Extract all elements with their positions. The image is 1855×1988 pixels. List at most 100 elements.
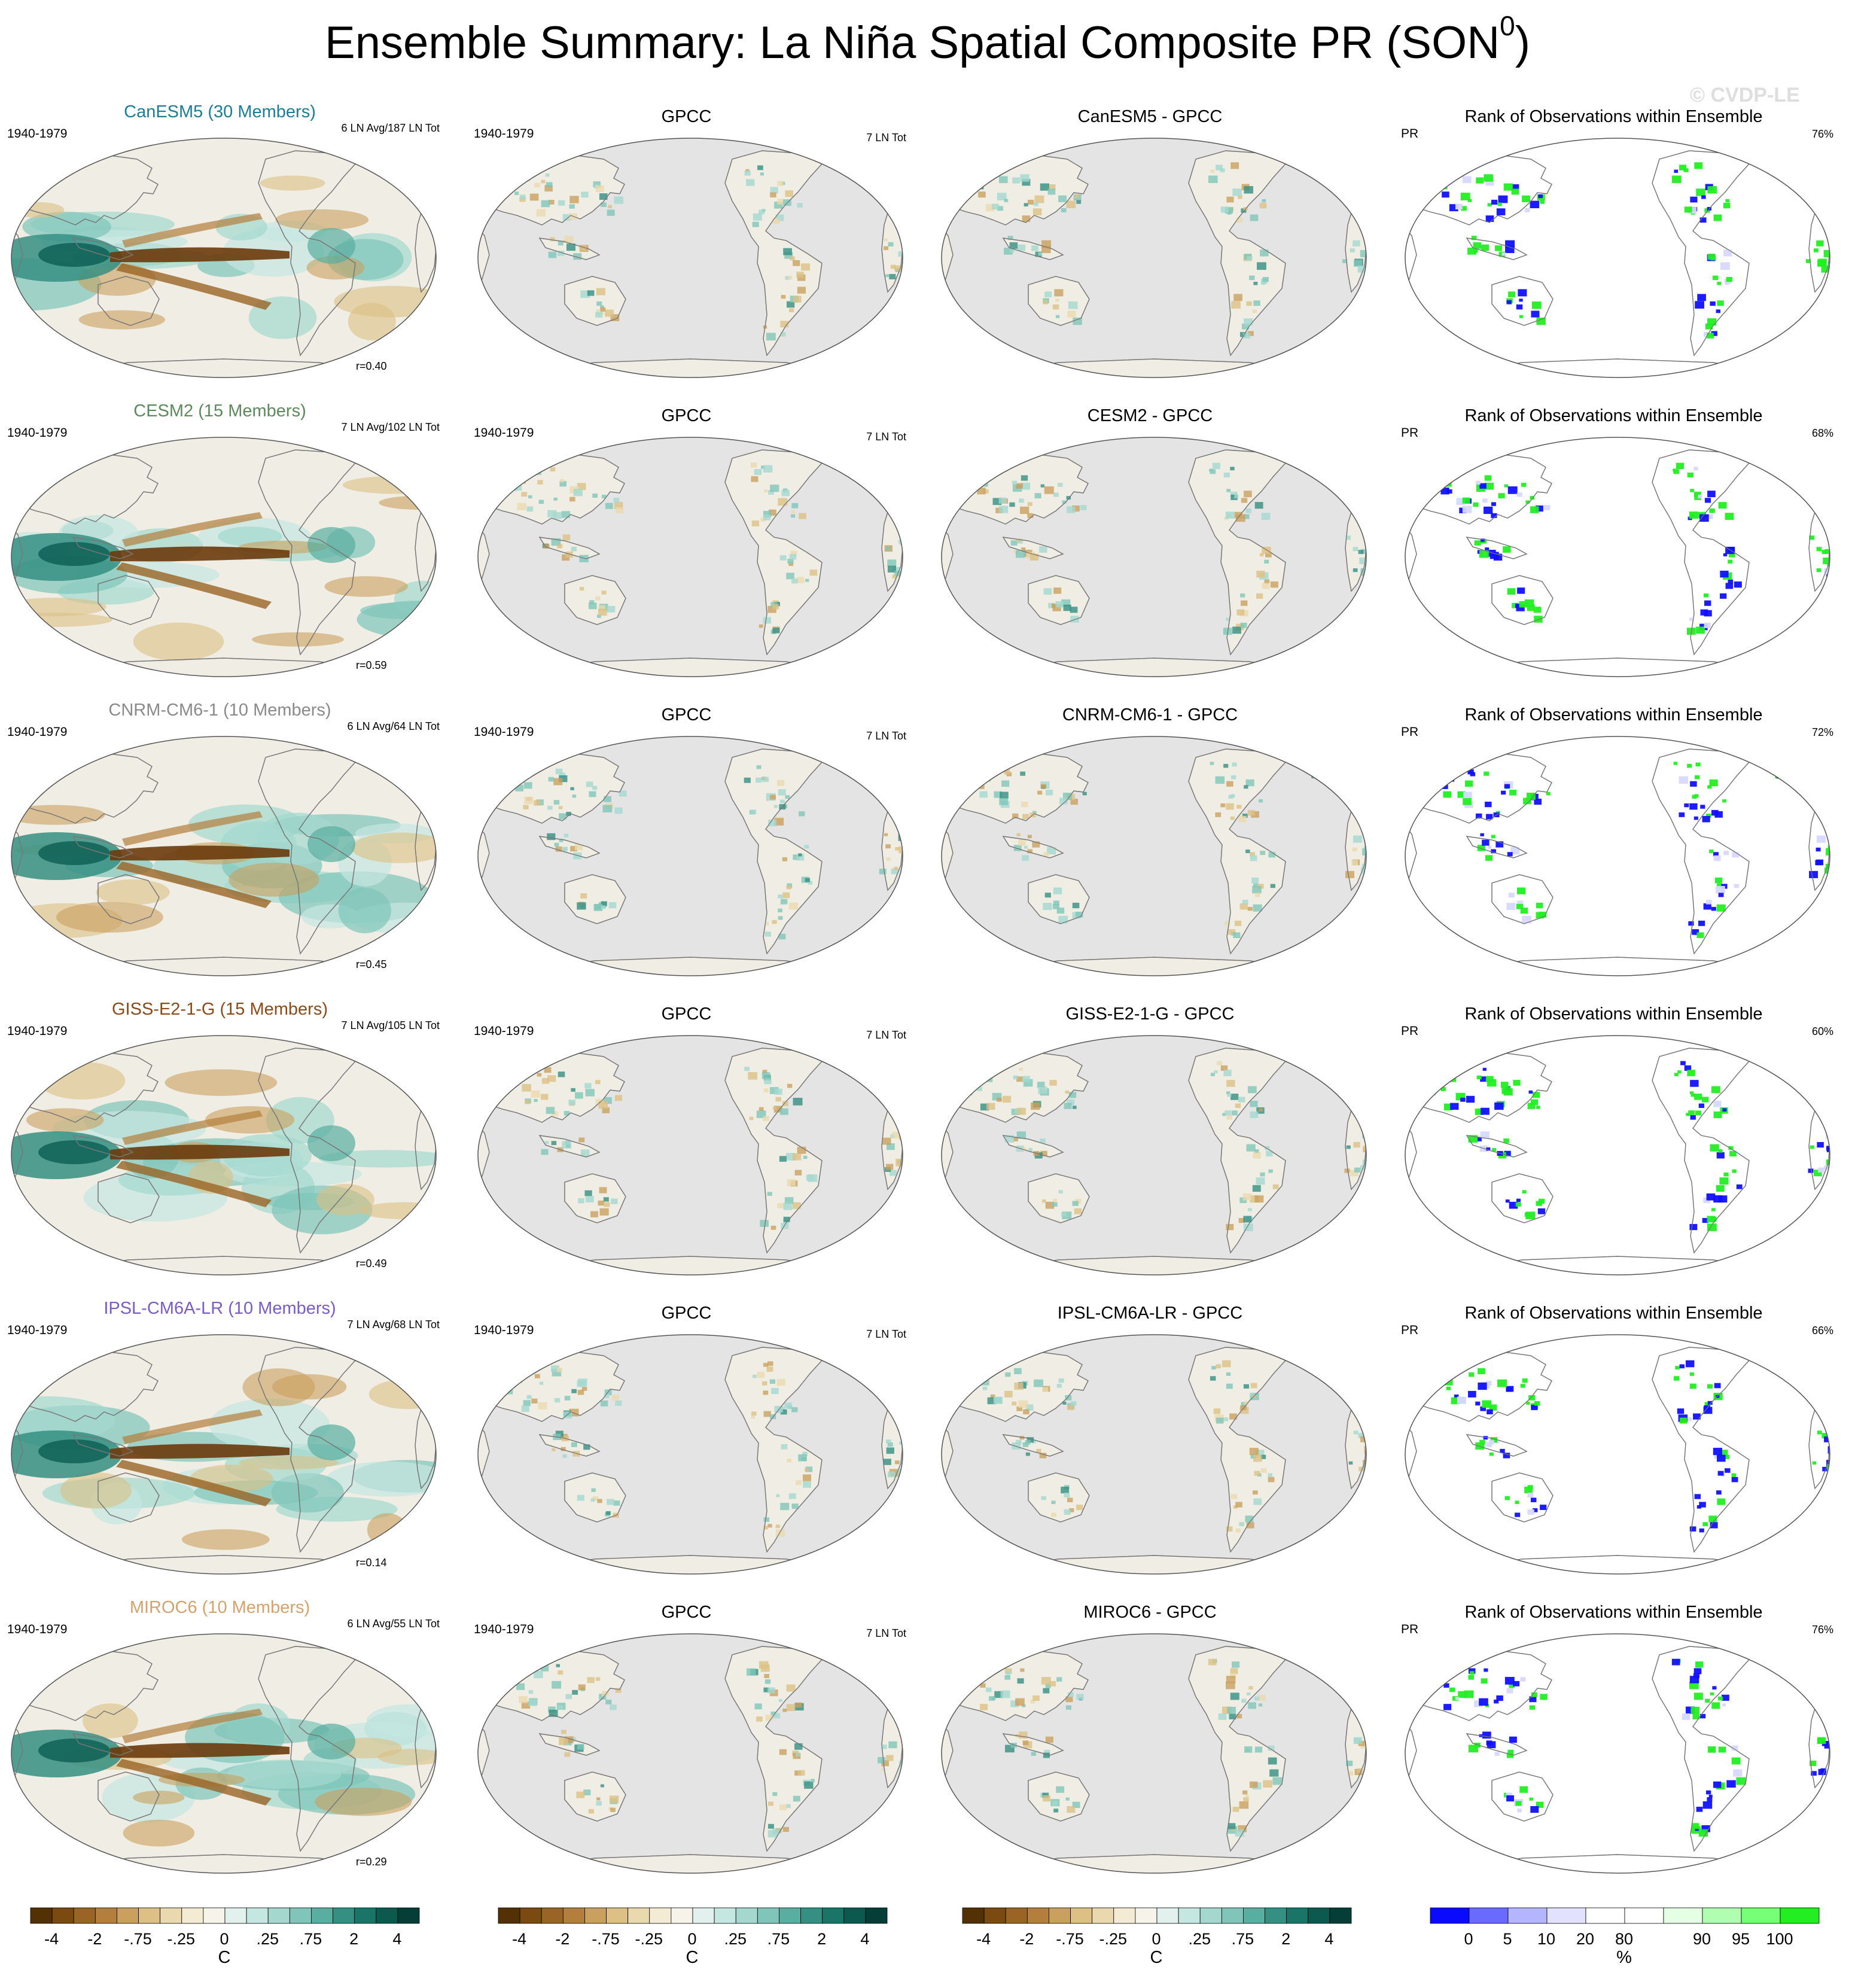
colorbar-swatch bbox=[1546, 1907, 1586, 1924]
colorbar-swatch bbox=[606, 1907, 629, 1924]
colorbar-swatch bbox=[1702, 1907, 1742, 1924]
obs-map bbox=[475, 1033, 906, 1278]
diff-map bbox=[939, 1332, 1369, 1577]
colorbar-unit: C bbox=[1150, 1948, 1163, 1967]
period-label: 1940-1979 bbox=[7, 426, 68, 440]
colorbar-tick-label: 5 bbox=[1503, 1930, 1512, 1948]
obs-title: GPCC bbox=[661, 107, 712, 126]
colorbar-tick-label: -4 bbox=[976, 1930, 991, 1948]
obs-title: GPCC bbox=[661, 1004, 712, 1024]
period-label: 1940-1979 bbox=[7, 725, 68, 739]
panel-row: MIROC6 (10 Members) 1940-1979 6 LN Avg/55 … bbox=[0, 1585, 1855, 1886]
colorbar-tick-label: -4 bbox=[512, 1930, 527, 1948]
event-count-label: 7 LN Tot bbox=[866, 1328, 906, 1340]
model-panel: IPSL-CM6A-LR (10 Members) 1940-1979 7 LN A… bbox=[0, 1286, 440, 1587]
rank-percent-label: 66% bbox=[1811, 1325, 1833, 1337]
colorbar-swatch bbox=[117, 1907, 139, 1924]
obs-map bbox=[475, 1332, 906, 1577]
rank-map bbox=[1402, 1332, 1833, 1577]
rank-percent-label: 72% bbox=[1811, 726, 1833, 738]
colorbar-swatch bbox=[800, 1907, 823, 1924]
model-panel: CNRM-CM6-1 (10 Members) 1940-1979 6 LN Avg… bbox=[0, 688, 440, 988]
event-count-label: 7 LN Tot bbox=[866, 1029, 906, 1041]
difference-title: GISS-E2-1-G - GPCC bbox=[1065, 1004, 1235, 1024]
panel-row: GISS-E2-1-G (15 Members) 1940-1979 7 LN Av… bbox=[0, 987, 1855, 1287]
rank-percent-label: 76% bbox=[1811, 128, 1833, 140]
difference-title: IPSL-CM6A-LR - GPCC bbox=[1057, 1304, 1243, 1323]
colorbar-tick-label: 80 bbox=[1615, 1930, 1634, 1948]
difference-title: CanESM5 - GPCC bbox=[1077, 107, 1223, 126]
colorbar-tick-label: .75 bbox=[299, 1930, 322, 1948]
colorbar: -4 -2 -.75 -.25 0 .25 .75 2 4 C bbox=[962, 1907, 1352, 1967]
model-title: GISS-E2-1-G (15 Members) bbox=[112, 1000, 328, 1019]
colorbar-swatch bbox=[1585, 1907, 1625, 1924]
event-count-label: 7 LN Avg/105 LN Tot bbox=[341, 1019, 440, 1031]
colorbar-tick-label: .75 bbox=[1231, 1930, 1254, 1948]
colorbar-swatch bbox=[1243, 1907, 1265, 1924]
period-label: 1940-1979 bbox=[7, 127, 68, 141]
colorbar-swatch bbox=[224, 1907, 247, 1924]
event-count-label: 6 LN Avg/187 LN Tot bbox=[341, 122, 440, 134]
rank-title: Rank of Observations within Ensemble bbox=[1464, 1004, 1763, 1024]
variable-label: PR bbox=[1401, 127, 1419, 141]
colorbar-swatch bbox=[1780, 1907, 1820, 1924]
colorbar-swatch bbox=[562, 1907, 585, 1924]
variable-label: PR bbox=[1401, 426, 1419, 440]
obs-panel: GPCC 1940-1979 7 LN Tot bbox=[467, 1585, 906, 1886]
colorbar-labels: -4 -2 -.75 -.25 0 .25 .75 2 4 bbox=[30, 1930, 419, 1954]
colorbar-labels: -4 -2 -.75 -.25 0 .25 .75 2 4 bbox=[498, 1930, 887, 1954]
colorbar-swatch bbox=[181, 1907, 204, 1924]
rank-map bbox=[1402, 1033, 1833, 1278]
colorbar-swatch bbox=[333, 1907, 355, 1924]
colorbar-swatch bbox=[246, 1907, 269, 1924]
obs-title: GPCC bbox=[661, 1304, 712, 1323]
colorbar-swatch bbox=[628, 1907, 650, 1924]
model-title: CESM2 (15 Members) bbox=[133, 401, 306, 421]
colorbar-swatch bbox=[267, 1907, 290, 1924]
event-count-label: 7 LN Avg/68 LN Tot bbox=[347, 1319, 440, 1331]
model-map bbox=[8, 1332, 439, 1577]
period-label: 1940-1979 bbox=[7, 1622, 68, 1636]
obs-map bbox=[475, 434, 906, 680]
colorbar-tick-label: 10 bbox=[1537, 1930, 1556, 1948]
colorbar-swatch bbox=[289, 1907, 312, 1924]
colorbar-swatch bbox=[714, 1907, 736, 1924]
obs-panel: GPCC 1940-1979 7 LN Tot bbox=[467, 1286, 906, 1587]
model-panel: MIROC6 (10 Members) 1940-1979 6 LN Avg/55 … bbox=[0, 1585, 440, 1886]
colorbar-tick-label: 2 bbox=[349, 1930, 359, 1948]
obs-panel: GPCC 1940-1979 7 LN Tot bbox=[467, 688, 906, 988]
colorbar-tick-label: .25 bbox=[724, 1930, 747, 1948]
period-label: 1940-1979 bbox=[7, 1323, 68, 1337]
colorbar-swatch bbox=[1430, 1907, 1470, 1924]
diff-map bbox=[939, 1033, 1369, 1278]
pattern-correlation-label: r=0.45 bbox=[356, 958, 387, 970]
colorbar-swatch bbox=[1113, 1907, 1136, 1924]
model-map bbox=[8, 434, 439, 680]
obs-map bbox=[475, 733, 906, 979]
colorbar-swatch bbox=[584, 1907, 607, 1924]
colorbar-swatch bbox=[1663, 1907, 1703, 1924]
obs-panel: GPCC 1940-1979 7 LN Tot bbox=[467, 987, 906, 1287]
colorbar-swatch bbox=[779, 1907, 801, 1924]
colorbar-tick-label: 2 bbox=[817, 1930, 827, 1948]
colorbar-swatch bbox=[649, 1907, 672, 1924]
model-map bbox=[8, 1631, 439, 1876]
colorbar-tick-label: 20 bbox=[1576, 1930, 1595, 1948]
panel-row: CESM2 (15 Members) 1940-1979 7 LN Avg/102 … bbox=[0, 389, 1855, 689]
obs-panel: GPCC 1940-1979 7 LN Tot bbox=[467, 389, 906, 689]
colorbar-swatch bbox=[1221, 1907, 1244, 1924]
variable-label: PR bbox=[1401, 725, 1419, 739]
rank-panel: Rank of Observations within Ensemble PR 68… bbox=[1394, 389, 1833, 689]
colorbar-swatch bbox=[541, 1907, 563, 1924]
colorbar-swatch bbox=[1329, 1907, 1352, 1924]
colorbar-swatch bbox=[1027, 1907, 1049, 1924]
colorbar-swatch bbox=[962, 1907, 985, 1924]
rank-panel: Rank of Observations within Ensemble PR 72… bbox=[1394, 688, 1833, 988]
colorbar-swatch bbox=[1469, 1907, 1509, 1924]
model-panel: GISS-E2-1-G (15 Members) 1940-1979 7 LN Av… bbox=[0, 987, 440, 1287]
rank-percent-label: 60% bbox=[1811, 1025, 1833, 1037]
pattern-correlation-label: r=0.40 bbox=[356, 360, 387, 372]
diff-panel: GISS-E2-1-G - GPCC bbox=[930, 987, 1370, 1287]
colorbar-swatch bbox=[1178, 1907, 1201, 1924]
difference-title: CNRM-CM6-1 - GPCC bbox=[1062, 705, 1238, 724]
